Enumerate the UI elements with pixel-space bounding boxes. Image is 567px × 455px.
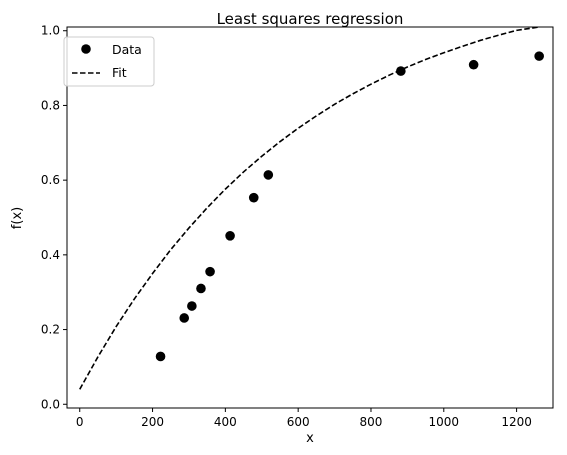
x-tick-label: 600	[287, 415, 310, 429]
y-tick-label: 0.4	[41, 248, 60, 262]
y-tick-label: 0.8	[41, 98, 60, 112]
axes-frame	[66, 26, 554, 409]
y-tick-label: 0.0	[41, 397, 60, 411]
x-tick-label: 1000	[429, 415, 460, 429]
fit-line	[79, 26, 540, 390]
y-tick-label: 0.2	[41, 323, 60, 337]
y-tick-label: 0.6	[41, 173, 60, 187]
plot-area	[79, 26, 544, 390]
legend-label-fit: Fit	[112, 65, 127, 80]
y-axis-label: f(x)	[10, 207, 25, 229]
legend-data-marker	[81, 44, 91, 54]
x-axis-label: x	[306, 431, 314, 446]
x-tick-label: 400	[214, 415, 237, 429]
data-point	[225, 231, 235, 241]
chart-title: Least squares regression	[217, 10, 404, 28]
data-point	[196, 283, 206, 294]
data-point	[205, 266, 215, 277]
data-point	[396, 66, 406, 76]
x-tick-label: 800	[360, 415, 383, 429]
data-point	[187, 301, 197, 311]
data-point	[468, 59, 479, 70]
data-point	[534, 51, 544, 61]
data-point	[248, 192, 259, 203]
x-tick-label: 200	[141, 415, 164, 429]
x-tick-label: 0	[76, 415, 84, 429]
y-tick-label: 1.0	[41, 24, 60, 38]
legend-label-data: Data	[112, 42, 142, 57]
x-tick-label: 1200	[501, 415, 532, 429]
data-point	[263, 170, 274, 180]
legend: Data Fit	[63, 36, 155, 87]
data-point	[179, 313, 190, 323]
data-point	[155, 351, 166, 362]
y-axis-ticks: 0.0 0.2 0.4 0.6 0.8 1.0	[41, 24, 67, 411]
x-axis-ticks: 0 200 400 600 800 1000 1200	[76, 408, 532, 429]
